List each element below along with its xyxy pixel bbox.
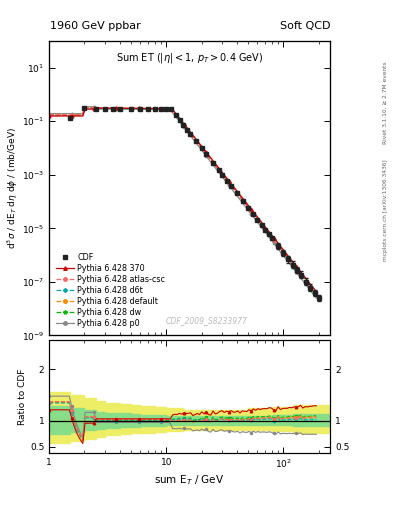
Text: Sum ET ($|\eta| < 1$, $p_T > 0.4$ GeV): Sum ET ($|\eta| < 1$, $p_T > 0.4$ GeV): [116, 51, 263, 65]
Text: Rivet 3.1.10, ≥ 2.7M events: Rivet 3.1.10, ≥ 2.7M events: [383, 61, 387, 144]
Y-axis label: d$^3\sigma$ / dE$_T$ d$\eta$ d$\phi$ / (mb/GeV): d$^3\sigma$ / dE$_T$ d$\eta$ d$\phi$ / (…: [6, 127, 20, 249]
Y-axis label: Ratio to CDF: Ratio to CDF: [18, 369, 27, 425]
Text: mcplots.cern.ch [arXiv:1306.3436]: mcplots.cern.ch [arXiv:1306.3436]: [383, 159, 387, 261]
Legend: CDF, Pythia 6.428 370, Pythia 6.428 atlas-csc, Pythia 6.428 d6t, Pythia 6.428 de: CDF, Pythia 6.428 370, Pythia 6.428 atla…: [53, 250, 169, 331]
Text: CDF_2009_S8233977: CDF_2009_S8233977: [165, 316, 248, 325]
Text: 1960 GeV ppbar: 1960 GeV ppbar: [50, 20, 141, 31]
Text: Soft QCD: Soft QCD: [280, 20, 330, 31]
X-axis label: sum E$_T$ / GeV: sum E$_T$ / GeV: [154, 473, 225, 487]
